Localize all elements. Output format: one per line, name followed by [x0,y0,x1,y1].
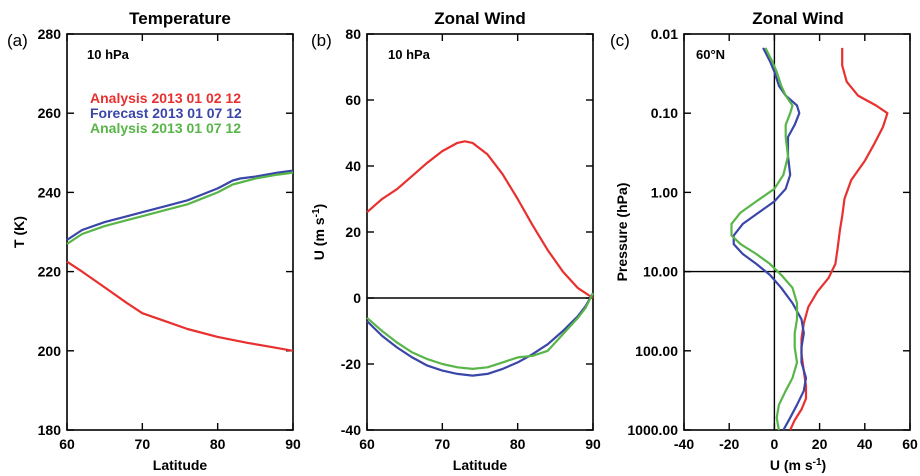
panel-b-series-analysis-2013-01-07-12 [366,292,594,370]
panel-c-xtick-label: -20 [719,436,739,452]
panel-a-series [66,169,294,352]
panel-b-ytick-label: 20 [345,224,361,240]
panel-c-xtick-label: 60 [902,436,918,452]
panel-b-frame [366,33,594,431]
panel-b-series-forecast-2013-01-07-12 [366,292,594,377]
panel-c-frame [683,33,911,431]
panel-c-ytick-label: 10.00 [643,264,678,280]
panel-a-title: Temperature [129,9,231,28]
panel-b-series [366,140,594,377]
panel-c-xtick-label: 20 [812,436,828,452]
panel-a-xtick-label: 80 [210,436,226,452]
panel-a-xlabel: Latitude [153,457,208,473]
panel-a-series-forecast-2013-01-07-12 [66,169,294,241]
panel-b-xtick-label: 70 [435,436,451,452]
panel-c: (c) Zonal Wind -40 -20 0 20 40 60 0.01 0.10 1.00… [610,9,918,473]
panel-c-ytick-label: 1000.00 [627,422,678,438]
panel-a-ytick-label: 180 [38,422,62,438]
panel-c-ytick-label: 100.00 [635,343,678,359]
panel-a-series-analysis-2013-01-07-12 [66,171,294,245]
panel-c-label: (c) [610,31,630,50]
panel-c-xlabel: U (m s-1) [770,457,826,474]
panel-b-xtick-label: 80 [510,436,526,452]
panel-b-series-analysis-2013-01-02-12 [366,140,594,299]
legend-entry-forecast-0107: Forecast 2013 01 07 12 [90,105,242,121]
panel-a-ylabel: T (K) [11,216,27,248]
panel-c-ytick-label: 1.00 [651,184,678,200]
panel-c-series-forecast-2013-01-07-12 [732,47,808,431]
panel-c-series-analysis-2013-01-07-12 [730,47,799,431]
panel-a: (a) Temperature 60 70 80 90 180 200 220 240 260 2… [7,9,301,473]
panel-b-label: (b) [311,31,332,50]
panel-b-ytick-label: -20 [341,356,361,372]
panel-c-ylabel: Pressure (hPa) [614,183,630,282]
panel-a-series-analysis-2013-01-02-12 [66,260,294,352]
panel-a-xtick-label: 90 [285,436,301,452]
panel-a-xtick-label: 70 [135,436,151,452]
panel-a-ticks: 60 70 80 90 180 200 220 240 260 280 [38,26,301,452]
panel-a-ytick-label: 220 [38,264,62,280]
panel-c-xtick-label: 40 [857,436,873,452]
panel-c-series [730,47,889,431]
panel-b-annotation: 10 hPa [388,47,431,62]
panel-b-ytick-label: 60 [345,92,361,108]
panel-a-ytick-label: 240 [38,184,62,200]
panel-a-ytick-label: 260 [38,105,62,121]
panel-a-label: (a) [7,31,28,50]
panel-c-annotation: 60°N [696,47,725,62]
panel-c-title: Zonal Wind [752,9,843,28]
panel-b-ylabel: U (m s-1) [311,204,328,260]
panel-b: (b) Zonal Wind 60 70 80 90 -40 -20 0 20 40 60 80 1… [311,9,601,473]
panel-a-xtick-label: 60 [59,436,75,452]
panel-b-ticks: 60 70 80 90 -40 -20 0 20 40 60 80 [341,26,601,452]
panel-c-xtick-label: -40 [674,436,694,452]
panel-c-ytick-label: 0.01 [651,26,678,42]
panel-c-xtick-label: 0 [771,436,779,452]
panel-b-ytick-label: 40 [345,158,361,174]
panel-c-ticks: -40 -20 0 20 40 60 0.01 0.10 1.00 10.00 100.00 1000… [627,26,918,452]
panel-b-xlabel: Latitude [453,457,508,473]
panel-b-ytick-label: -40 [341,422,361,438]
panel-a-annotation: 10 hPa [87,47,130,62]
panel-c-ytick-label: 0.10 [651,105,678,121]
panel-b-xtick-label: 90 [585,436,601,452]
panel-b-xtick-label: 60 [359,436,375,452]
panel-b-title: Zonal Wind [434,9,525,28]
panel-b-ytick-label: 80 [345,26,361,42]
legend-entry-analysis-0107: Analysis 2013 01 07 12 [90,120,241,136]
panel-b-ytick-label: 0 [353,290,361,306]
panel-a-frame [66,33,294,431]
panel-a-ytick-label: 280 [38,26,62,42]
panel-a-ytick-label: 200 [38,343,62,359]
legend-entry-analysis-0102: Analysis 2013 01 02 12 [90,90,241,106]
